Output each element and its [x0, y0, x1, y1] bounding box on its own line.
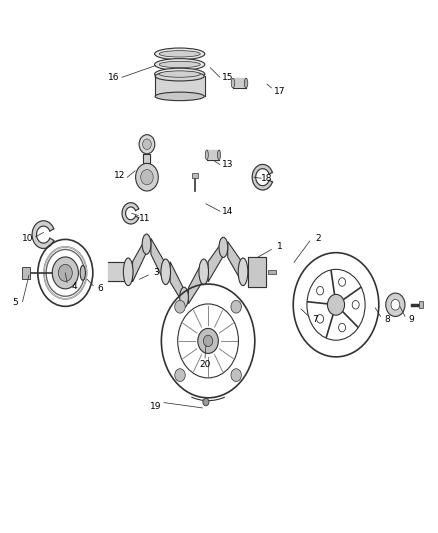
Text: 18: 18	[261, 174, 273, 183]
Polygon shape	[151, 238, 164, 282]
Ellipse shape	[155, 59, 205, 70]
Polygon shape	[108, 262, 127, 281]
Text: 8: 8	[384, 315, 390, 324]
Ellipse shape	[155, 71, 204, 81]
Polygon shape	[170, 262, 183, 304]
Text: 9: 9	[408, 315, 414, 324]
Polygon shape	[32, 221, 54, 248]
Circle shape	[198, 328, 219, 353]
Polygon shape	[144, 154, 150, 164]
Circle shape	[58, 264, 72, 281]
Circle shape	[143, 139, 151, 149]
Text: 2: 2	[316, 235, 321, 244]
Ellipse shape	[199, 259, 208, 285]
Text: 15: 15	[222, 72, 233, 82]
Polygon shape	[233, 78, 246, 88]
Circle shape	[141, 169, 153, 185]
Bar	[192, 173, 198, 178]
Ellipse shape	[80, 265, 85, 280]
Polygon shape	[207, 150, 219, 160]
Ellipse shape	[142, 234, 151, 254]
Polygon shape	[133, 238, 146, 282]
Polygon shape	[228, 241, 242, 282]
Polygon shape	[122, 203, 139, 224]
Circle shape	[317, 314, 324, 323]
Circle shape	[352, 301, 359, 309]
Text: 11: 11	[139, 214, 151, 223]
Text: 7: 7	[312, 315, 318, 324]
Text: 16: 16	[108, 72, 119, 82]
Circle shape	[175, 369, 185, 382]
Circle shape	[203, 398, 209, 406]
Ellipse shape	[231, 78, 235, 88]
Ellipse shape	[238, 258, 248, 286]
Circle shape	[231, 369, 241, 382]
Ellipse shape	[155, 68, 205, 80]
Circle shape	[339, 278, 346, 286]
Text: 4: 4	[71, 282, 77, 291]
Ellipse shape	[218, 150, 220, 160]
Text: 1: 1	[277, 242, 283, 251]
Ellipse shape	[159, 51, 200, 57]
Text: 10: 10	[22, 235, 34, 244]
Circle shape	[52, 257, 78, 289]
Ellipse shape	[244, 78, 248, 88]
Circle shape	[386, 293, 405, 317]
Bar	[21, 267, 29, 279]
Ellipse shape	[159, 71, 200, 77]
Polygon shape	[155, 76, 205, 96]
Bar	[419, 301, 423, 309]
Bar	[268, 270, 276, 274]
Circle shape	[203, 335, 213, 346]
Polygon shape	[188, 262, 202, 304]
Text: 12: 12	[114, 171, 125, 180]
Ellipse shape	[205, 150, 208, 160]
Text: 5: 5	[12, 298, 18, 307]
Ellipse shape	[155, 92, 204, 101]
Circle shape	[231, 301, 241, 313]
Ellipse shape	[161, 259, 170, 285]
Text: 17: 17	[274, 86, 286, 95]
Ellipse shape	[180, 287, 188, 308]
Text: 20: 20	[199, 360, 211, 369]
Circle shape	[139, 135, 155, 154]
Text: 13: 13	[222, 160, 233, 169]
Polygon shape	[252, 165, 272, 190]
Circle shape	[175, 301, 185, 313]
Text: 19: 19	[150, 402, 162, 411]
Circle shape	[317, 286, 324, 295]
Text: 3: 3	[153, 269, 159, 277]
Ellipse shape	[155, 48, 205, 60]
Circle shape	[391, 300, 400, 310]
Polygon shape	[248, 257, 266, 287]
Polygon shape	[208, 241, 223, 282]
Ellipse shape	[124, 258, 133, 286]
Circle shape	[136, 164, 158, 191]
Text: 14: 14	[222, 207, 233, 216]
Circle shape	[339, 324, 346, 332]
Circle shape	[328, 294, 345, 315]
Ellipse shape	[219, 237, 228, 257]
Ellipse shape	[159, 61, 200, 68]
Text: 6: 6	[97, 284, 103, 293]
